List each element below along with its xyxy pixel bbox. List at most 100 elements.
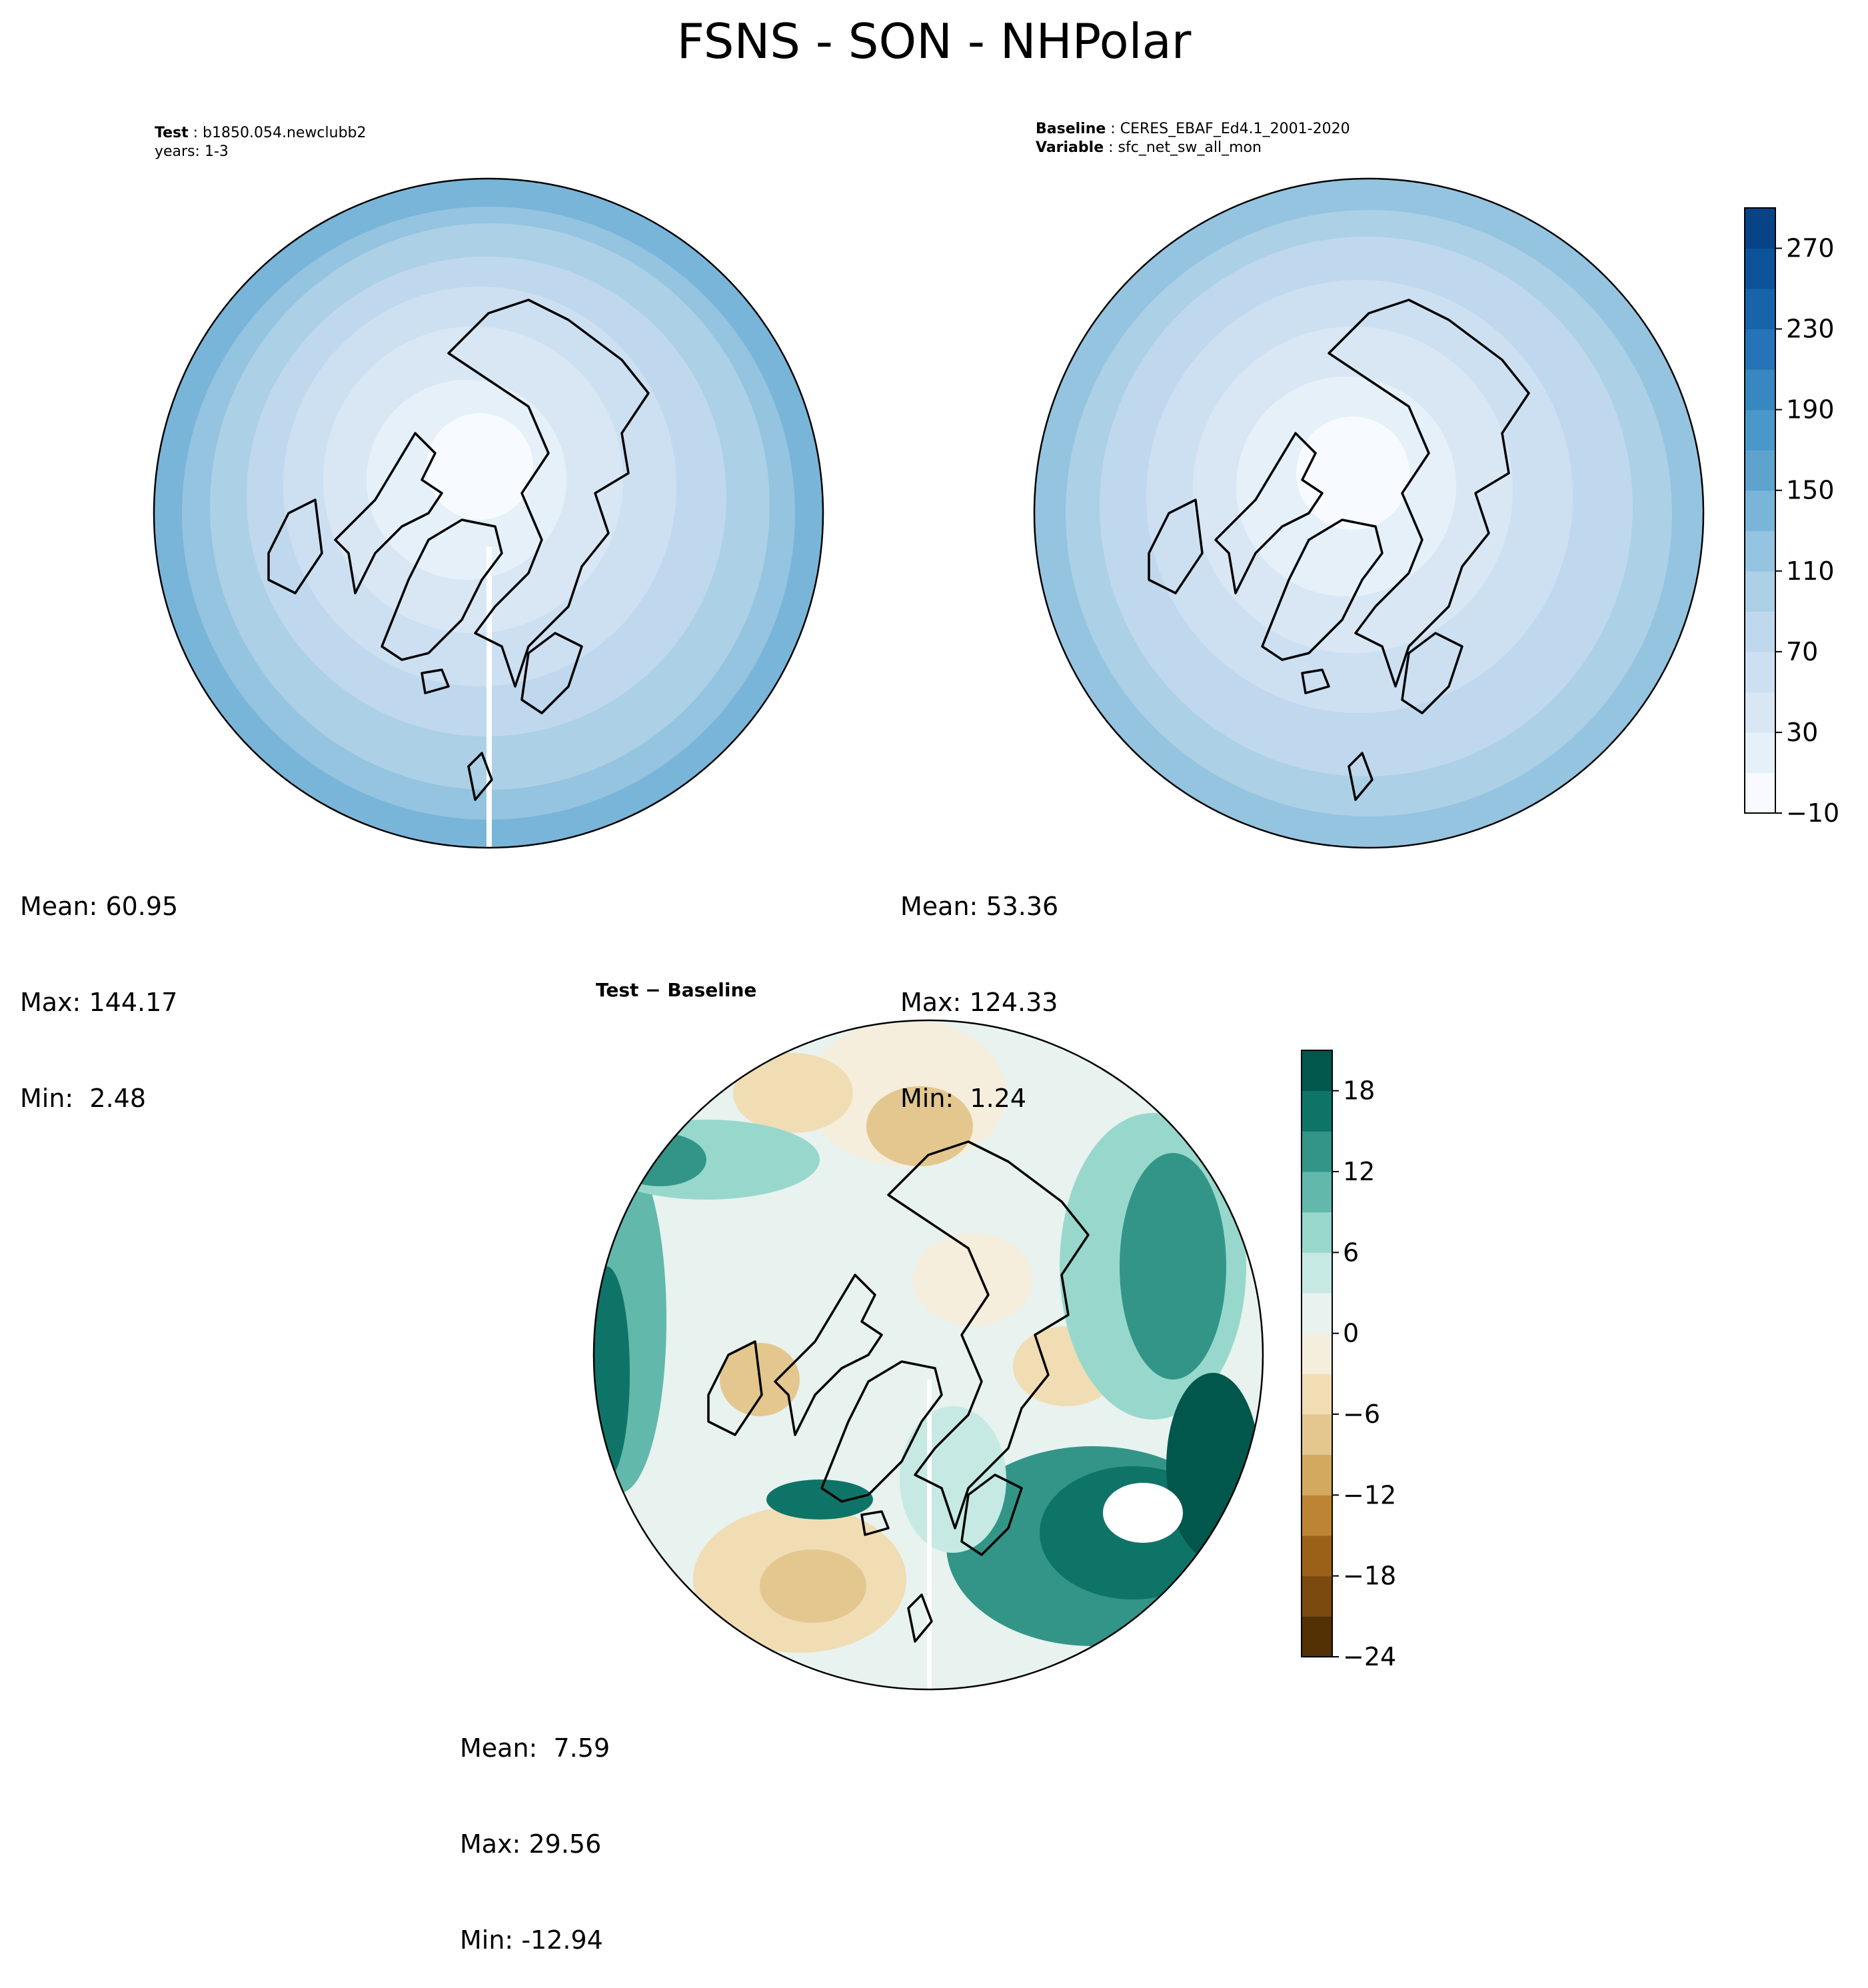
main-colorbar: −10 30 70 110 150 190 230 270 bbox=[1744, 207, 1839, 828]
colorbar-tick-label: −24 bbox=[1343, 1642, 1396, 1671]
diff-field-patch bbox=[913, 1233, 1033, 1326]
colorbar-swatch bbox=[1745, 369, 1775, 411]
coastline-segment bbox=[1148, 498, 1204, 594]
colorbar-tick-label: −6 bbox=[1343, 1400, 1380, 1429]
colorbar-frame bbox=[1301, 1050, 1333, 1657]
colorbar-swatch bbox=[1302, 1333, 1332, 1374]
colorbar-swatch bbox=[1302, 1495, 1332, 1536]
colorbar-swatch bbox=[1745, 248, 1775, 289]
coastline-segment bbox=[1301, 668, 1330, 694]
coastline-segment bbox=[334, 432, 443, 594]
coastline-segment bbox=[960, 1474, 1023, 1556]
test-header-years: years: 1-3 bbox=[155, 143, 229, 160]
coastline-segment bbox=[267, 498, 323, 594]
colorbar-swatch bbox=[1302, 1535, 1332, 1577]
test-mean-label: Mean: bbox=[20, 892, 98, 921]
baseline-header-variable: sfc_net_sw_all_mon bbox=[1118, 139, 1262, 156]
test-missing-seam bbox=[486, 546, 492, 848]
coastline-segment bbox=[1401, 632, 1463, 714]
colorbar-swatch bbox=[1745, 732, 1775, 773]
test-panel-header: Test : b1850.054.newclubb2 years: 1-3 bbox=[155, 125, 367, 160]
colorbar-swatch bbox=[1302, 1050, 1332, 1092]
baseline-header-variable-label: Variable bbox=[1036, 139, 1104, 156]
diff-field-patch bbox=[760, 1549, 866, 1623]
diff-field-patch bbox=[733, 1053, 853, 1133]
coastline-segment bbox=[887, 1140, 1090, 1529]
diff-min-label: Min: bbox=[460, 1925, 514, 1955]
coastline-segment bbox=[381, 518, 503, 661]
baseline-coastlines bbox=[1148, 299, 1530, 801]
test-map bbox=[154, 179, 823, 848]
coastline-segment bbox=[520, 632, 583, 714]
colorbar-tick-label: 110 bbox=[1786, 556, 1835, 586]
test-max-value: 144.17 bbox=[89, 988, 178, 1017]
colorbar-swatch bbox=[1745, 450, 1775, 491]
diff-panel-header: Test − Baseline bbox=[596, 979, 757, 1001]
colorbar-tick-label: 12 bbox=[1343, 1157, 1375, 1186]
colorbar-swatch bbox=[1745, 570, 1775, 612]
colorbar-tick-label: 190 bbox=[1786, 395, 1835, 425]
diff-missing-seam bbox=[927, 1380, 932, 1689]
test-coastlines bbox=[267, 299, 650, 801]
diff-max-value: 29.56 bbox=[528, 1829, 602, 1859]
baseline-stats: Mean: 53.36 Max: 124.33 Min: 1.24 bbox=[900, 826, 1058, 1146]
baseline-mean-label: Mean: bbox=[900, 892, 978, 921]
colorbar-swatch bbox=[1745, 409, 1775, 451]
diff-mean-label: Mean: bbox=[460, 1733, 538, 1763]
colorbar-tick-label: 30 bbox=[1786, 718, 1818, 747]
diff-stats: Mean: 7.59 Max: 29.56 Min: -12.94 bbox=[460, 1668, 610, 1988]
baseline-max-value: 124.33 bbox=[969, 988, 1058, 1017]
diff-min-value: -12.94 bbox=[521, 1925, 603, 1955]
colorbar-swatch bbox=[1302, 1414, 1332, 1456]
colorbar-swatch bbox=[1745, 329, 1775, 370]
baseline-min-label: Min: bbox=[900, 1084, 954, 1113]
baseline-panel-header: Baseline : CERES_EBAF_Ed4.1_2001-2020 Va… bbox=[1036, 121, 1350, 156]
diff-field-patch bbox=[613, 1133, 706, 1186]
colorbar-swatch bbox=[1745, 208, 1775, 249]
test-map-frame bbox=[153, 177, 824, 849]
test-max-label: Max: bbox=[20, 988, 81, 1017]
figure-title: FSNS - SON - NHPolar bbox=[676, 13, 1192, 69]
coastline-segment bbox=[860, 1510, 890, 1536]
colorbar-tick-label: 70 bbox=[1786, 637, 1818, 666]
coastline-segment bbox=[447, 299, 650, 688]
diff-field-patch bbox=[766, 1480, 873, 1519]
colorbar-swatch bbox=[1302, 1252, 1332, 1294]
baseline-field-band bbox=[1296, 417, 1409, 530]
diff-colorbar: −24 −18 −12 −6 0 6 12 18 bbox=[1301, 1050, 1396, 1671]
colorbar-swatch bbox=[1302, 1212, 1332, 1253]
test-min-value: 2.48 bbox=[81, 1084, 147, 1113]
colorbar-tick-label: 230 bbox=[1786, 315, 1835, 344]
map-canvas: −10 30 70 110 150 190 230 270 −24 −18 −12 −6 0 6 12 18 bbox=[153, 177, 1839, 1691]
colorbar-swatch bbox=[1745, 772, 1775, 814]
coastline-segment bbox=[707, 1340, 763, 1436]
baseline-map-frame bbox=[1033, 177, 1705, 849]
baseline-mean-value: 53.36 bbox=[986, 892, 1059, 921]
coastline-segment bbox=[421, 668, 450, 694]
baseline-min-value: 1.24 bbox=[962, 1084, 1027, 1113]
baseline-max-label: Max: bbox=[900, 988, 962, 1017]
diff-max-label: Max: bbox=[460, 1829, 521, 1859]
colorbar-swatch bbox=[1745, 530, 1775, 572]
colorbar-swatch bbox=[1302, 1090, 1332, 1132]
coastline-segment bbox=[1348, 752, 1374, 801]
test-header-label: Test bbox=[155, 125, 189, 141]
coastline-segment bbox=[1214, 432, 1324, 594]
diff-missing-patch bbox=[1103, 1483, 1183, 1543]
diff-field-patch bbox=[1120, 1153, 1226, 1380]
colorbar-swatch bbox=[1302, 1374, 1332, 1415]
colorbar-swatch bbox=[1302, 1172, 1332, 1213]
colorbar-swatch bbox=[1302, 1575, 1332, 1617]
coastline-segment bbox=[907, 1593, 933, 1643]
coastline-segment bbox=[820, 1360, 943, 1503]
colorbar-tick-label: −12 bbox=[1343, 1480, 1396, 1509]
colorbar-swatch bbox=[1302, 1293, 1332, 1334]
colorbar-swatch bbox=[1302, 1454, 1332, 1495]
colorbar-tick-label: 150 bbox=[1786, 476, 1835, 505]
colorbar-tick-label: 6 bbox=[1343, 1238, 1359, 1267]
coastline-segment bbox=[774, 1274, 883, 1436]
diff-mean-value: 7.59 bbox=[545, 1733, 610, 1763]
test-mean-value: 60.95 bbox=[105, 892, 179, 921]
test-field-band bbox=[427, 413, 533, 520]
colorbar-tick-label: 270 bbox=[1786, 234, 1835, 263]
